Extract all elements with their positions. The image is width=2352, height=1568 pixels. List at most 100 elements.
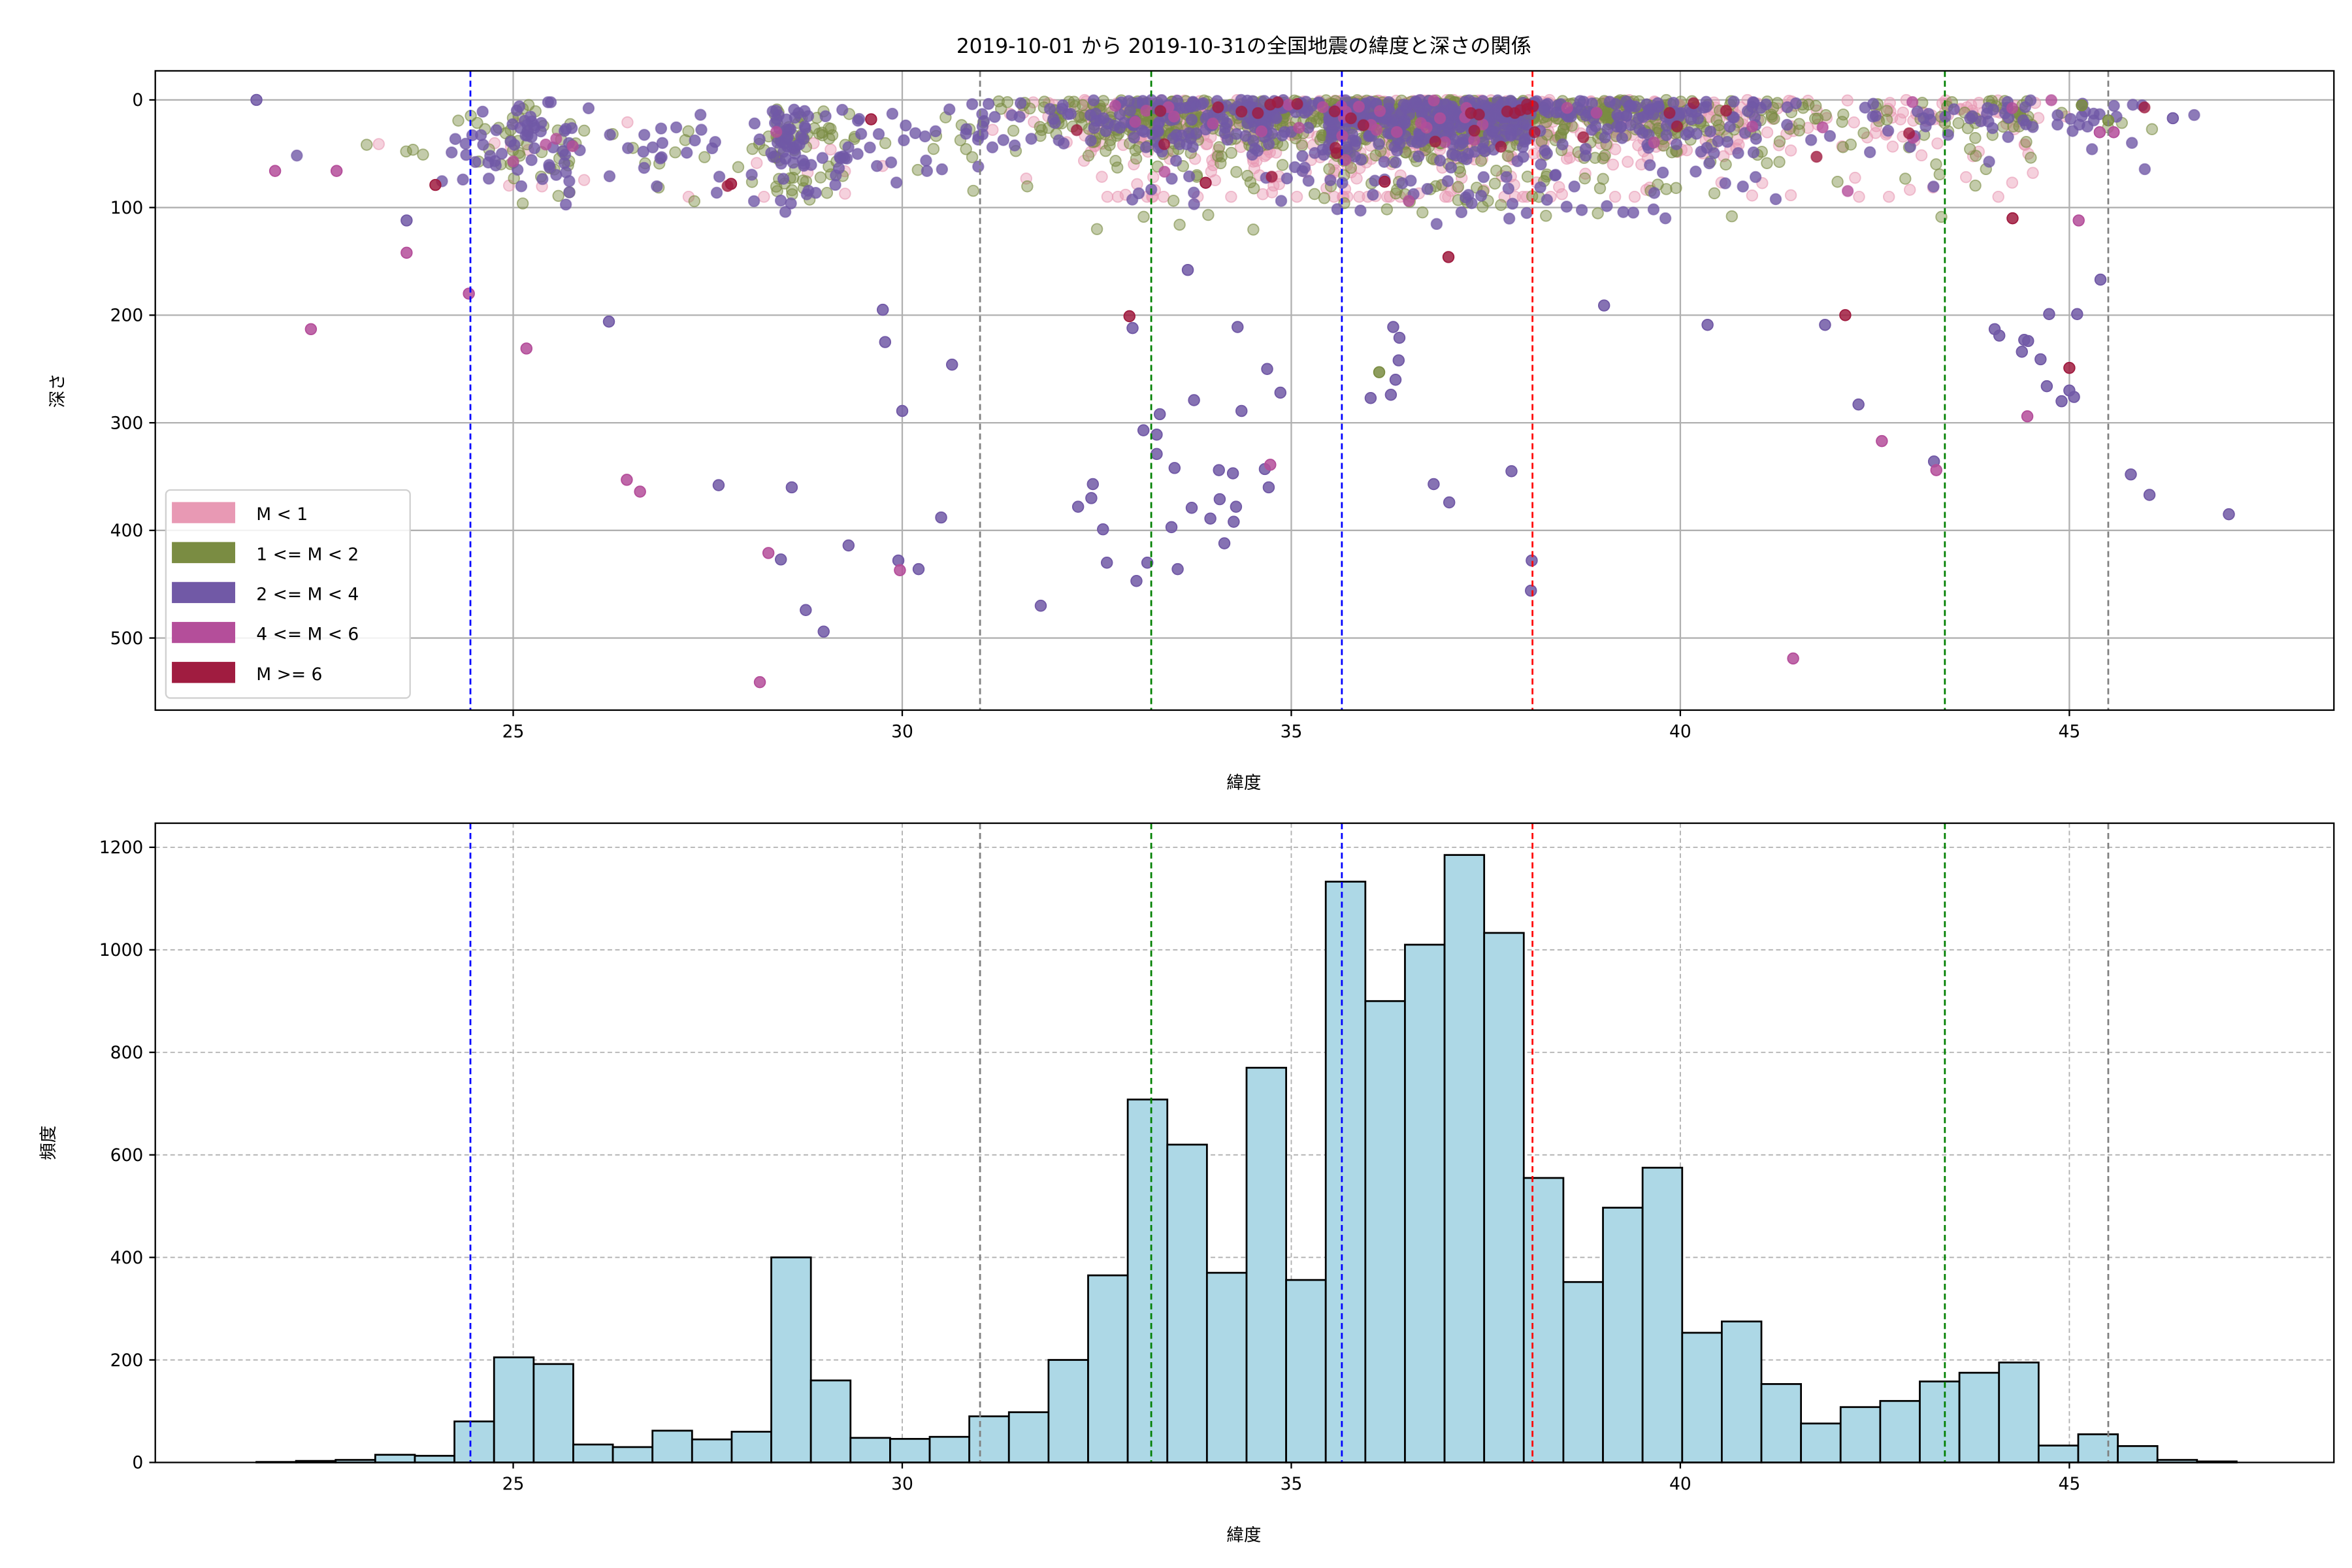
- scatter-point: [1455, 206, 1468, 219]
- histogram-bar: [928, 1435, 971, 1463]
- scatter-point: [1384, 389, 1397, 401]
- histogram-bar: [2077, 1433, 2119, 1463]
- scatter-point: [927, 142, 940, 155]
- scatter-point: [1607, 158, 1620, 171]
- scatter-point: [550, 133, 563, 145]
- scatter-point: [1429, 135, 1442, 148]
- scatter-point: [1765, 108, 1778, 121]
- scatter-point: [1553, 181, 1565, 193]
- scatter-point: [1373, 105, 1386, 118]
- scatter-point: [1670, 182, 1682, 194]
- x-tick-label: 25: [502, 1474, 525, 1494]
- scatter-point: [2027, 121, 2039, 133]
- scatter-point: [1274, 386, 1287, 399]
- scatter-point: [1218, 537, 1231, 549]
- scatter-point: [1599, 131, 1611, 144]
- scatter-ticks: 25 30 35 40 45 0 100 200 300 400 500: [110, 90, 2081, 742]
- scatter-point: [1443, 496, 1456, 509]
- scatter-point: [1298, 106, 1311, 119]
- scatter-point: [1741, 105, 1754, 118]
- scatter-point: [698, 151, 711, 163]
- histogram-bar: [1839, 1406, 1882, 1463]
- scatter-point: [894, 564, 906, 577]
- scatter-point: [1857, 127, 1870, 139]
- y-tick-label: 400: [110, 521, 144, 541]
- scatter-point: [638, 161, 651, 174]
- scatter-point: [798, 105, 811, 118]
- scatter-point: [977, 114, 990, 127]
- scatter-point: [2166, 112, 2180, 125]
- scatter-point: [1262, 138, 1275, 150]
- scatter-point: [1982, 115, 1995, 128]
- scatter-point: [1387, 116, 1399, 128]
- scatter-point: [1720, 105, 1733, 117]
- scatter-point: [1452, 180, 1465, 193]
- scatter-point: [1354, 204, 1367, 217]
- scatter-point: [1428, 94, 1440, 107]
- scatter-point: [1876, 434, 1888, 448]
- scatter-point: [1090, 114, 1103, 127]
- scatter-point: [1816, 121, 1829, 134]
- scatter-point: [713, 171, 726, 183]
- scatter-point: [1405, 174, 1417, 187]
- scatter-point: [1230, 127, 1243, 140]
- scatter-point: [1390, 156, 1402, 169]
- scatter-point: [1511, 123, 1523, 136]
- scatter-point: [1525, 584, 1537, 597]
- y-tick-label: 200: [110, 306, 144, 326]
- scatter-point: [1266, 171, 1278, 183]
- scatter-point: [474, 129, 487, 142]
- legend-swatch: [172, 662, 235, 683]
- y-tick-label: 300: [110, 413, 144, 433]
- scatter-point: [1096, 171, 1108, 183]
- scatter-point: [1380, 203, 1394, 216]
- y-tick-label: 1200: [99, 838, 143, 858]
- scatter-point: [1617, 206, 1629, 218]
- scatter-point: [655, 122, 668, 135]
- scatter-point: [1488, 177, 1501, 190]
- legend-label: M >= 6: [256, 664, 322, 685]
- scatter-x-label: 緯度: [1226, 773, 1261, 793]
- scatter-point: [490, 124, 502, 137]
- scatter-point: [1761, 157, 1773, 169]
- scatter-point: [886, 107, 899, 120]
- scatter-point: [966, 98, 979, 110]
- scatter-point: [1534, 181, 1546, 193]
- scatter-point: [1165, 521, 1178, 534]
- scatter-point: [646, 141, 659, 154]
- scatter-point: [1392, 354, 1405, 367]
- scatter-point: [819, 110, 832, 123]
- scatter-point: [1226, 467, 1239, 480]
- scatter-point: [748, 117, 761, 130]
- scatter-point: [1235, 105, 1248, 118]
- scatter-point: [1590, 120, 1602, 133]
- scatter-point: [1563, 152, 1576, 164]
- scatter-point: [1720, 158, 1732, 171]
- scatter-point: [1413, 150, 1425, 163]
- scatter-point: [943, 103, 956, 116]
- scatter-point: [1927, 180, 1940, 193]
- scatter-point: [1930, 158, 1942, 171]
- scatter-point: [1899, 172, 1912, 185]
- scatter-point: [2019, 101, 2032, 114]
- scatter-point: [1167, 195, 1180, 207]
- scatter-point: [1326, 126, 1338, 139]
- histogram-bar: [1364, 1000, 1406, 1463]
- scatter-point: [1495, 140, 1507, 153]
- scatter-point: [2138, 101, 2151, 114]
- scatter-point: [1097, 523, 1109, 536]
- scatter-point: [1100, 557, 1113, 569]
- scatter-point: [1489, 110, 1501, 123]
- scatter-point: [892, 554, 905, 567]
- scatter-point: [1228, 515, 1240, 528]
- scatter-point: [1867, 110, 1879, 123]
- scatter-point: [1130, 152, 1143, 165]
- scatter-point: [1275, 195, 1288, 207]
- scatter-point: [1703, 157, 1716, 170]
- scatter-point: [1350, 135, 1362, 148]
- scatter-point: [2125, 137, 2138, 149]
- scatter-point: [400, 214, 413, 227]
- histogram-bar: [1641, 1166, 1684, 1463]
- scatter-point: [552, 189, 564, 203]
- scatter-point: [753, 133, 766, 146]
